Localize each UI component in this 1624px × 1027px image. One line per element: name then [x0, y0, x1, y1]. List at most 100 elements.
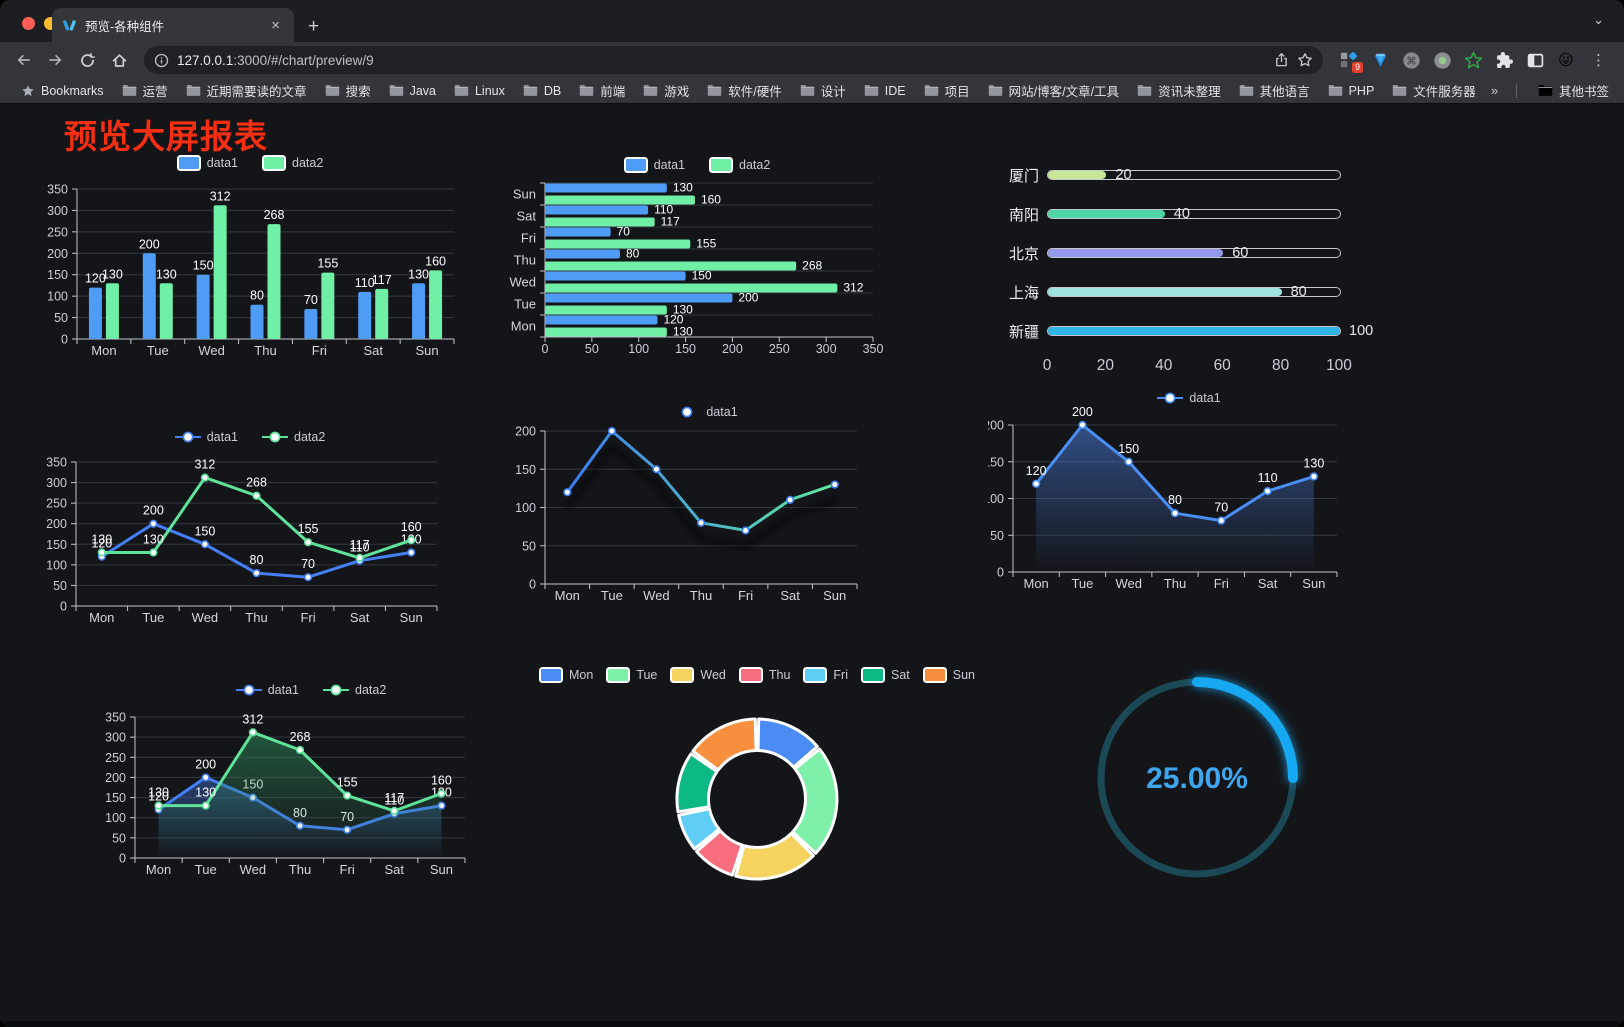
green-star-extension-icon[interactable] — [1463, 50, 1483, 70]
legend-item-Sat[interactable]: Sat — [861, 667, 910, 683]
close-window-button[interactable] — [22, 17, 35, 30]
bookmark-folder-label: PHP — [1348, 83, 1375, 98]
svg-text:Fri: Fri — [1214, 576, 1229, 591]
svg-text:Fri: Fri — [738, 588, 753, 603]
command-circle-extension-icon[interactable]: ⌘ — [1401, 50, 1421, 70]
legend-item-Sun[interactable]: Sun — [922, 667, 975, 683]
progress-value: 80 — [1290, 284, 1307, 300]
svg-text:Wed: Wed — [240, 862, 267, 877]
progress-row: 厦门 20 — [995, 167, 1393, 185]
gem-extension-icon[interactable] — [1370, 50, 1390, 70]
folder-icon — [389, 84, 403, 96]
axis-tick-label: 20 — [1096, 357, 1115, 374]
svg-text:200: 200 — [105, 771, 126, 785]
legend-item-data2[interactable]: data2 — [262, 155, 323, 171]
legend-item-Fri[interactable]: Fri — [803, 667, 848, 683]
legend-item-data2[interactable]: data2 — [709, 157, 770, 173]
profile-avatar-emoji[interactable]: 😜 — [1558, 51, 1574, 69]
legend-item-data1[interactable]: data1 — [623, 157, 685, 173]
extension-grid-icon[interactable]: 9 — [1339, 50, 1363, 73]
svg-text:100: 100 — [46, 558, 67, 572]
svg-text:268: 268 — [290, 730, 311, 744]
legend-line-marker — [323, 684, 349, 696]
bookmark-folder-item[interactable]: Java — [380, 84, 445, 98]
svg-text:130: 130 — [673, 303, 693, 317]
svg-text:160: 160 — [431, 774, 452, 788]
bookmark-folder-item[interactable]: 其他语言 — [1230, 81, 1319, 100]
legend-item-Tue[interactable]: Tue — [606, 667, 657, 683]
donut-slice-Thu — [695, 829, 744, 877]
svg-text:Sun: Sun — [430, 862, 453, 877]
svg-text:155: 155 — [298, 522, 319, 536]
gauge-progress-arc — [1192, 677, 1298, 783]
reload-button[interactable] — [74, 47, 100, 73]
svg-text:350: 350 — [105, 711, 126, 725]
progress-label: 南阳 — [1008, 206, 1039, 224]
bar-chart-svg: 0 50 100 150 200 250 300 350 Mon Tue Wed Thu Fri Sat S… — [47, 183, 455, 358]
bookmark-folder-item[interactable]: Linux — [445, 84, 514, 98]
legend-item-Wed[interactable]: Wed — [670, 667, 726, 683]
svg-text:300: 300 — [46, 476, 67, 490]
folder-icon — [800, 84, 815, 96]
svg-text:250: 250 — [47, 225, 68, 239]
new-tab-button[interactable]: + — [308, 16, 320, 37]
progress-track — [1047, 287, 1341, 297]
bookmark-folder-item[interactable]: 资讯未整理 — [1128, 81, 1230, 100]
extensions-puzzle-icon[interactable] — [1494, 50, 1514, 70]
bookmark-folder-item[interactable]: 文件服务器 — [1383, 81, 1485, 100]
axis-tick-label: 60 — [1213, 357, 1231, 374]
svg-text:200: 200 — [515, 425, 536, 439]
folder-icon — [523, 84, 538, 96]
bookmark-folder-item[interactable]: 前端 — [570, 81, 634, 100]
bookmark-folder-item[interactable]: 游戏 — [634, 81, 698, 100]
bookmark-folder-item[interactable]: 近期需要读的文章 — [177, 81, 316, 100]
address-bar[interactable]: 127.0.0.1:3000/#/chart/preview/9 — [144, 46, 1323, 74]
bookmark-folder-item[interactable]: 软件/硬件 — [698, 81, 790, 100]
dot-circle-extension-icon[interactable] — [1432, 50, 1452, 70]
legend-item-Thu[interactable]: Thu — [738, 667, 790, 683]
legend-item-data1[interactable]: data1 — [1157, 391, 1221, 405]
progress-value: 60 — [1232, 245, 1249, 261]
bookmark-folder-item[interactable]: 设计 — [791, 81, 855, 100]
chart-legend: data1 data2 — [40, 430, 460, 444]
browser-menu-icon[interactable]: ⋮ — [1591, 52, 1606, 69]
legend-item-data1[interactable]: data1 — [235, 683, 299, 697]
legend-item-data1[interactable]: data1 — [176, 155, 238, 171]
share-icon[interactable] — [1274, 52, 1289, 68]
other-bookmarks-folder[interactable]: 其他书签 — [1529, 81, 1618, 100]
home-button[interactable] — [106, 47, 132, 73]
legend-item-data1[interactable]: data1 — [674, 405, 738, 419]
chart-line-two-series: data1 data2 0 50 100 150 200 250 300 350 Mon Tue Wed… — [40, 424, 460, 644]
progress-value: 40 — [1173, 206, 1190, 222]
legend-item-data2[interactable]: data2 — [262, 430, 325, 444]
svg-text:50: 50 — [112, 831, 126, 845]
bookmark-folder-item[interactable]: 搜索 — [316, 81, 380, 100]
chart-area-single: data1 0 50 100 150 200 Mon Tue Wed Thu Fri Sat Sun 12… — [988, 387, 1390, 603]
bookmarks-overflow-chevron[interactable]: » — [1490, 83, 1499, 98]
legend-label: Wed — [700, 668, 726, 682]
back-button[interactable] — [10, 47, 36, 73]
tab-list-chevron-icon[interactable]: ⌄ — [1593, 12, 1604, 27]
site-info-icon[interactable] — [154, 53, 169, 68]
browser-tab[interactable]: 预览-各种组件 × — [52, 8, 294, 42]
bookmark-folder-item[interactable]: IDE — [855, 84, 915, 98]
tab-close-icon[interactable]: × — [271, 16, 280, 34]
bookmark-folder-item[interactable]: 项目 — [915, 81, 979, 100]
legend-item-data1[interactable]: data1 — [174, 430, 238, 444]
svg-text:70: 70 — [301, 557, 315, 571]
bookmarks-manager-item[interactable]: Bookmarks — [12, 84, 113, 98]
bookmark-folder-item[interactable]: PHP — [1319, 84, 1384, 98]
bookmark-folder-item[interactable]: DB — [514, 84, 570, 98]
bookmark-folder-item[interactable]: 网站/博客/文章/工具 — [979, 81, 1128, 100]
svg-text:Tue: Tue — [514, 297, 536, 312]
side-panel-icon[interactable] — [1525, 50, 1545, 70]
progress-label: 北京 — [1008, 245, 1039, 263]
svg-text:130: 130 — [408, 267, 429, 281]
legend-item-data2[interactable]: data2 — [323, 683, 386, 697]
legend-item-Mon[interactable]: Mon — [538, 667, 593, 683]
legend-swatch — [922, 667, 947, 683]
bookmark-folder-item[interactable]: 运营 — [113, 81, 177, 100]
forward-button[interactable] — [42, 47, 68, 73]
svg-text:Fri: Fri — [300, 610, 315, 625]
bookmark-star-icon[interactable] — [1297, 52, 1313, 68]
